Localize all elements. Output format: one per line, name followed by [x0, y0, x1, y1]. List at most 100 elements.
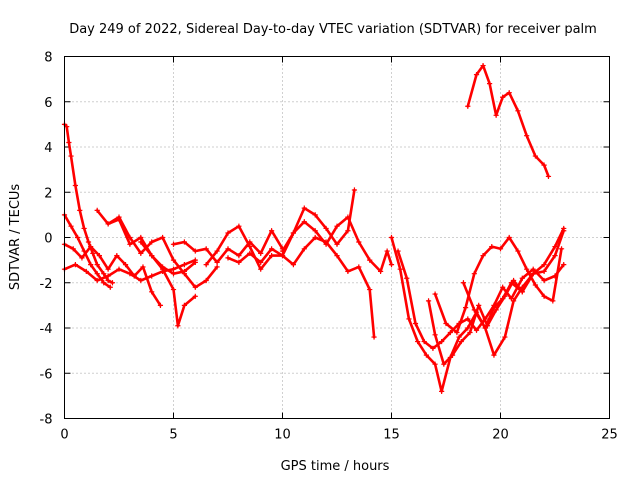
data-point [149, 239, 155, 245]
data-point [116, 214, 122, 220]
data-point [192, 293, 198, 299]
data-point [388, 234, 395, 241]
data-point [497, 246, 504, 252]
data-point [94, 207, 100, 213]
data-point [74, 234, 81, 241]
data-point [214, 259, 220, 265]
data-point [506, 234, 512, 241]
data-point [430, 345, 436, 351]
data-point [290, 230, 296, 236]
data-point [500, 284, 506, 290]
data-point [530, 271, 536, 277]
data-point [388, 262, 395, 268]
data-point [323, 241, 329, 247]
series-trace-j [225, 234, 377, 340]
data-point [449, 352, 456, 358]
x-axis-label: GPS time / hours [281, 459, 390, 474]
data-point [114, 253, 120, 259]
data-point [532, 153, 538, 159]
plot-frame [64, 56, 610, 419]
data-point [258, 259, 264, 265]
data-point [192, 248, 198, 254]
data-point [94, 271, 100, 277]
data-point [415, 338, 421, 345]
data-point [312, 212, 318, 218]
y-tick-label: -6 [40, 367, 53, 382]
data-point [480, 62, 486, 69]
data-point [105, 221, 111, 227]
y-tick-label: -8 [40, 413, 53, 428]
data-point [371, 334, 377, 340]
data-point [550, 298, 556, 304]
data-point [279, 253, 286, 259]
data-point [439, 338, 445, 345]
data-point [170, 257, 177, 263]
data-point [487, 81, 493, 87]
y-axis-label: SDTVAR / TECUs [8, 184, 23, 291]
data-point [515, 108, 521, 114]
data-point [519, 284, 525, 290]
data-point [423, 352, 429, 358]
data-point [72, 182, 78, 189]
data-point [138, 250, 144, 256]
data-point [432, 291, 438, 297]
data-point [491, 302, 497, 308]
series-trace-o [432, 234, 565, 336]
data-point [214, 264, 220, 270]
series-trace-m [395, 248, 567, 351]
data-point [105, 277, 111, 284]
chart-title: Day 249 of 2022, Sidereal Day-to-day VTE… [69, 22, 597, 37]
data-point [101, 280, 107, 286]
data-point [149, 253, 155, 259]
series-trace-f [105, 214, 220, 290]
y-tick-label: 0 [44, 232, 52, 247]
series-line [281, 215, 393, 273]
data-point [465, 103, 471, 109]
data-point [127, 241, 133, 247]
data-point [367, 286, 373, 293]
data-point [105, 273, 111, 279]
data-point [460, 280, 467, 286]
y-tick-label: 2 [44, 186, 52, 201]
data-point [138, 277, 144, 284]
data-point [203, 277, 209, 284]
data-point [500, 94, 506, 100]
series-line [427, 279, 524, 366]
data-point [432, 332, 438, 338]
data-point [225, 246, 231, 252]
data-point [471, 307, 477, 313]
data-point [149, 289, 155, 295]
data-point [421, 338, 427, 345]
data-point [541, 293, 547, 299]
data-point [279, 248, 286, 254]
data-point [160, 266, 166, 272]
data-point [79, 255, 85, 261]
data-point [312, 234, 318, 241]
data-point [489, 243, 495, 250]
data-point [476, 302, 482, 308]
data-point [515, 248, 521, 254]
data-point [181, 271, 187, 277]
y-tick-label: -2 [40, 277, 53, 292]
data-point [524, 266, 530, 272]
data-point [447, 329, 453, 336]
data-point [109, 280, 116, 286]
x-tick-label: 15 [383, 428, 400, 443]
data-point [88, 243, 94, 250]
tick-label-layer: 0 5 10 15 20 25 -8 -6 -4 -2 0 2 4 6 8 [40, 51, 618, 443]
data-point [247, 250, 253, 256]
series-trace-h [170, 228, 286, 265]
data-point [127, 234, 133, 241]
data-point [94, 262, 100, 268]
data-point [345, 214, 351, 220]
data-point [301, 219, 307, 225]
data-point [480, 253, 486, 259]
y-tick-label: -4 [40, 322, 53, 337]
data-point [541, 277, 547, 284]
data-point [558, 246, 565, 252]
data-point [72, 262, 78, 268]
data-point [81, 225, 87, 232]
data-point [131, 273, 137, 279]
data-point [397, 266, 403, 272]
data-point [116, 266, 122, 272]
